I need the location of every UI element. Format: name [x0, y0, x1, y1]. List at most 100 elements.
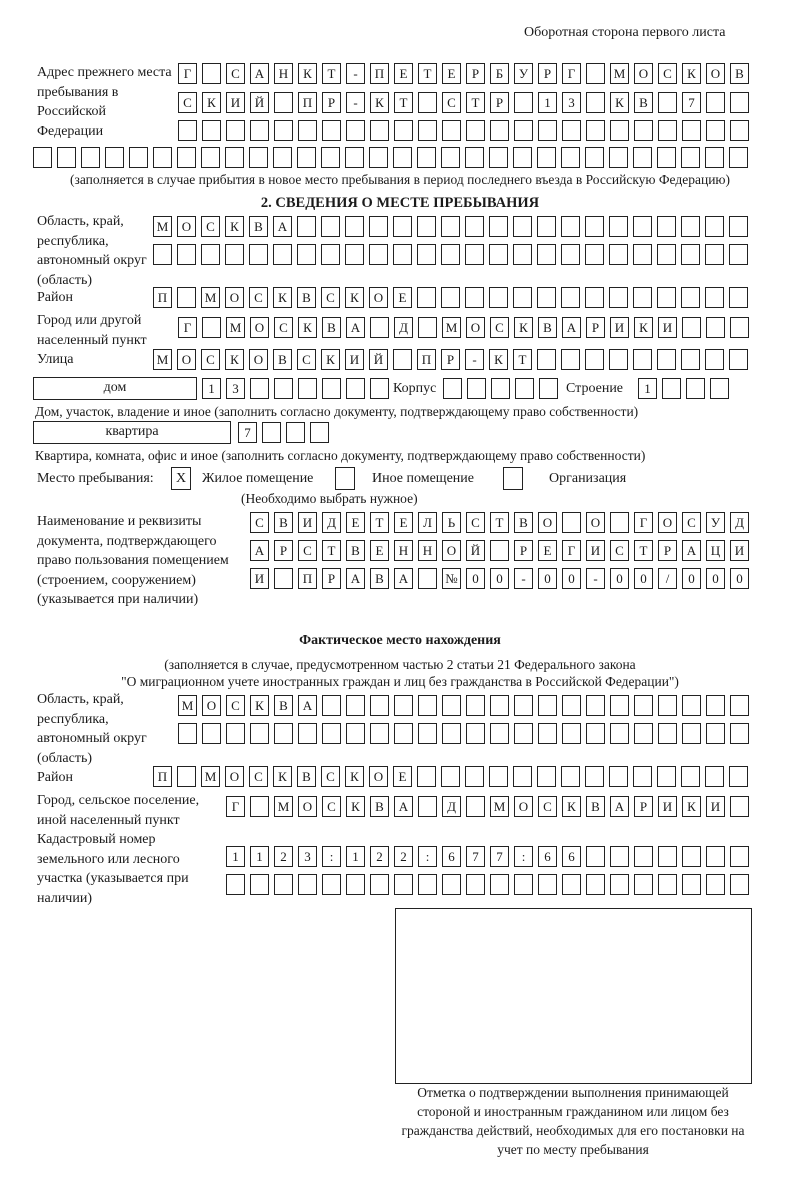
prev-address-row4-cell[interactable] [609, 147, 628, 168]
cadastral-row2-cell[interactable] [442, 874, 461, 895]
prev-address-row2-cell[interactable]: 3 [562, 92, 581, 113]
prev-address-row4-cell[interactable] [729, 147, 748, 168]
actual-region-row2-cell[interactable] [202, 723, 221, 744]
prev-address-row4-cell[interactable] [177, 147, 196, 168]
actual-region-row1-cell[interactable]: В [274, 695, 293, 716]
city-cell[interactable]: С [274, 317, 293, 338]
street-cell[interactable] [585, 349, 604, 370]
cadastral-row2-cell[interactable] [706, 874, 725, 895]
prev-address-row4-cell[interactable] [273, 147, 292, 168]
doc-row1-cell[interactable] [610, 512, 629, 533]
actual-city-cell[interactable]: В [370, 796, 389, 817]
prev-address-row3-cell[interactable] [226, 120, 245, 141]
prev-address-row1-cell[interactable]: Т [322, 63, 341, 84]
prev-address-row4-cell[interactable] [297, 147, 316, 168]
actual-region-row1-cell[interactable] [418, 695, 437, 716]
region-row2-cell[interactable] [393, 244, 412, 265]
cadastral-row1-cell[interactable]: 2 [370, 846, 389, 867]
prev-address-row3-cell[interactable] [730, 120, 749, 141]
house-number-cell[interactable] [370, 378, 389, 399]
region-row1-cell[interactable] [417, 216, 436, 237]
prev-address-row3-cell[interactable] [586, 120, 605, 141]
city-cell[interactable]: А [346, 317, 365, 338]
region-row1-cell[interactable]: О [177, 216, 196, 237]
doc-row1-cell[interactable]: Ь [442, 512, 461, 533]
street-cell[interactable]: К [489, 349, 508, 370]
doc-row3-cell[interactable]: А [394, 568, 413, 589]
actual-region-row1-cell[interactable] [586, 695, 605, 716]
actual-region-row2-cell[interactable] [226, 723, 245, 744]
actual-district-cell[interactable] [705, 766, 724, 787]
prev-address-row4-cell[interactable] [393, 147, 412, 168]
region-row1-cell[interactable] [297, 216, 316, 237]
street-cell[interactable] [705, 349, 724, 370]
doc-row1-cell[interactable]: О [586, 512, 605, 533]
prev-address-row1-cell[interactable]: С [658, 63, 677, 84]
actual-region-row1-cell[interactable] [610, 695, 629, 716]
actual-region-row2-cell[interactable] [610, 723, 629, 744]
doc-row1-cell[interactable]: Е [394, 512, 413, 533]
cadastral-row1-cell[interactable]: 1 [250, 846, 269, 867]
prev-address-row2-cell[interactable]: С [178, 92, 197, 113]
cadastral-row1-cell[interactable]: 1 [346, 846, 365, 867]
actual-region-row2-cell[interactable] [418, 723, 437, 744]
prev-address-row3-cell[interactable] [538, 120, 557, 141]
flat-number-cell[interactable] [310, 422, 329, 443]
cadastral-row1-cell[interactable]: 2 [394, 846, 413, 867]
prev-address-row2-cell[interactable]: С [442, 92, 461, 113]
prev-address-row3-cell[interactable] [442, 120, 461, 141]
city-cell[interactable]: И [610, 317, 629, 338]
region-row2-cell[interactable] [657, 244, 676, 265]
cadastral-row2-cell[interactable] [322, 874, 341, 895]
prev-address-row4-cell[interactable] [33, 147, 52, 168]
doc-row1-cell[interactable]: Т [370, 512, 389, 533]
actual-region-row2-cell[interactable] [586, 723, 605, 744]
street-cell[interactable]: С [201, 349, 220, 370]
prev-address-row3-cell[interactable] [250, 120, 269, 141]
city-cell[interactable]: К [514, 317, 533, 338]
actual-region-row1-cell[interactable] [370, 695, 389, 716]
prev-address-row1-cell[interactable]: Т [418, 63, 437, 84]
doc-row1-cell[interactable]: В [514, 512, 533, 533]
doc-row2-cell[interactable]: И [586, 540, 605, 561]
house-number-cell[interactable] [346, 378, 365, 399]
cadastral-row2-cell[interactable] [274, 874, 293, 895]
prev-address-row1-cell[interactable]: А [250, 63, 269, 84]
flat-type-field[interactable]: квартира [33, 421, 231, 444]
prev-address-row4-cell[interactable] [321, 147, 340, 168]
stay-option-checkbox-organization[interactable] [503, 467, 523, 490]
prev-address-row4-cell[interactable] [705, 147, 724, 168]
street-cell[interactable]: П [417, 349, 436, 370]
actual-district-cell[interactable] [537, 766, 556, 787]
city-cell[interactable]: В [322, 317, 341, 338]
actual-region-row1-cell[interactable] [634, 695, 653, 716]
actual-city-cell[interactable]: К [682, 796, 701, 817]
prev-address-row4-cell[interactable] [489, 147, 508, 168]
actual-district-cell[interactable] [489, 766, 508, 787]
prev-address-row3-cell[interactable] [610, 120, 629, 141]
district-cell[interactable] [441, 287, 460, 308]
prev-address-row4-cell[interactable] [201, 147, 220, 168]
region-row1-cell[interactable]: М [153, 216, 172, 237]
doc-row2-cell[interactable]: Н [418, 540, 437, 561]
prev-address-row3-cell[interactable] [706, 120, 725, 141]
cadastral-row1-cell[interactable] [682, 846, 701, 867]
actual-region-row1-cell[interactable]: С [226, 695, 245, 716]
actual-district-cell[interactable]: К [273, 766, 292, 787]
actual-region-row2-cell[interactable] [466, 723, 485, 744]
prev-address-row3-cell[interactable] [466, 120, 485, 141]
city-cell[interactable] [370, 317, 389, 338]
prev-address-row2-cell[interactable] [658, 92, 677, 113]
doc-row3-cell[interactable]: 0 [610, 568, 629, 589]
actual-region-row2-cell[interactable] [322, 723, 341, 744]
korpus-cell[interactable] [491, 378, 510, 399]
region-row1-cell[interactable] [513, 216, 532, 237]
building-cell[interactable] [710, 378, 729, 399]
doc-row2-cell[interactable]: Н [394, 540, 413, 561]
cadastral-row1-cell[interactable]: 2 [274, 846, 293, 867]
region-row2-cell[interactable] [537, 244, 556, 265]
actual-region-row2-cell[interactable] [730, 723, 749, 744]
doc-row1-cell[interactable]: Г [634, 512, 653, 533]
actual-district-cell[interactable]: О [369, 766, 388, 787]
cadastral-row1-cell[interactable]: : [514, 846, 533, 867]
